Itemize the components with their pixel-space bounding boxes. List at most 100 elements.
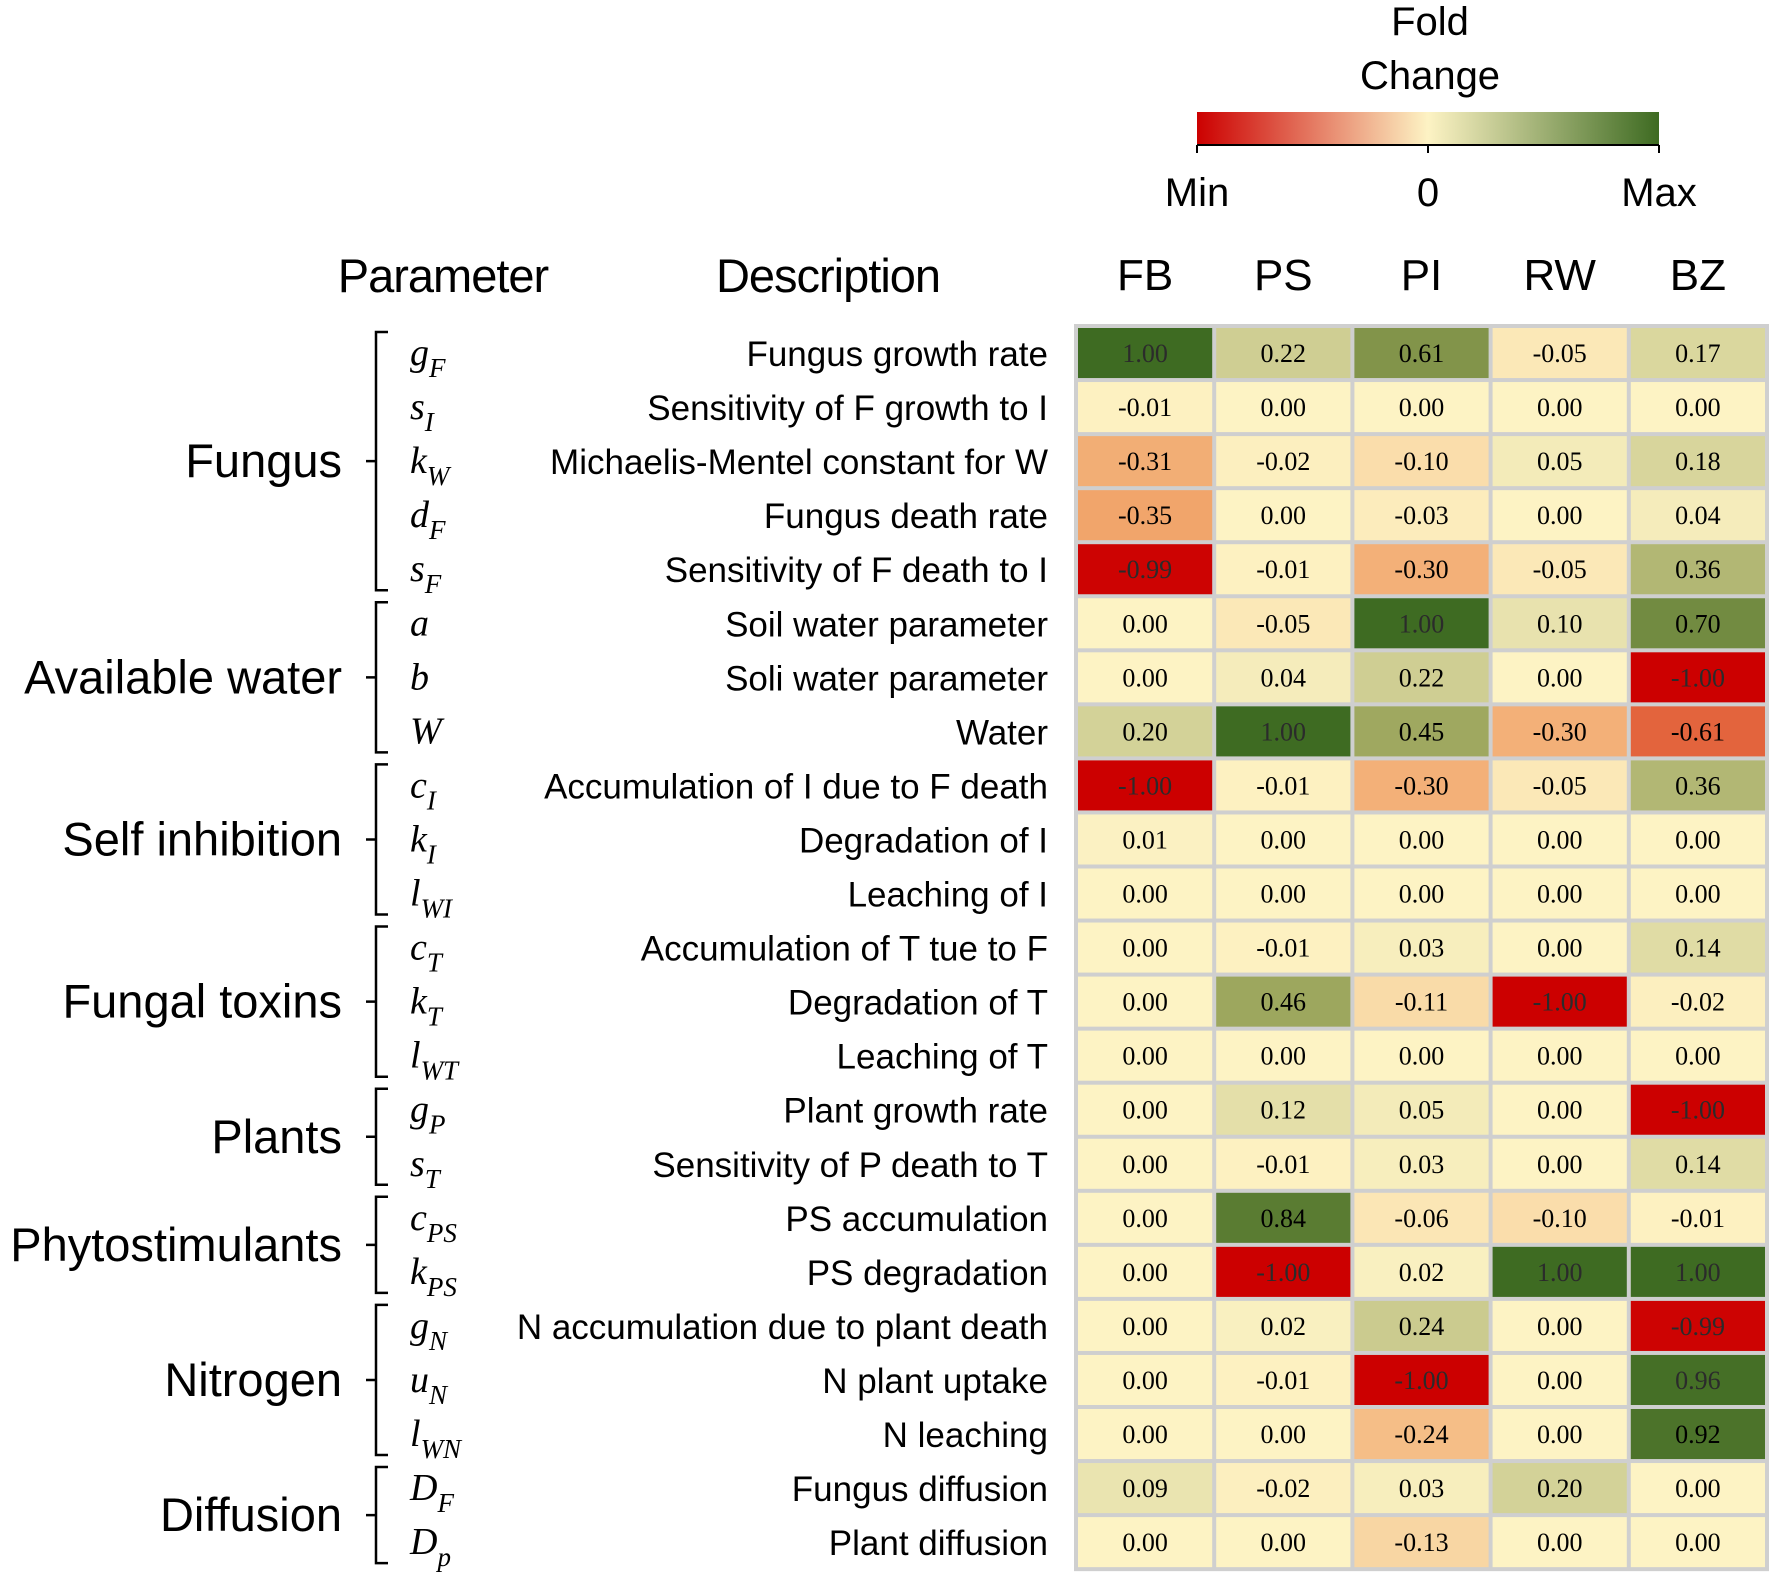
heatmap-cell [1078, 1409, 1213, 1460]
heatmap-cell [1078, 1084, 1213, 1135]
heatmap-cell [1216, 382, 1351, 433]
cell-value-label: 0.00 [1122, 1204, 1168, 1233]
parameter-header: Parameter [338, 249, 549, 302]
cell-value-label: -0.06 [1394, 1204, 1448, 1233]
heatmap-cell [1078, 706, 1213, 757]
row-parameter-symbol: kI [410, 818, 438, 869]
cell-value-label: 0.18 [1675, 447, 1721, 476]
parameter-base: c [410, 764, 427, 806]
row-description: PS degradation [807, 1254, 1048, 1293]
cell-value-label: 0.36 [1675, 771, 1721, 800]
row-description: Fungus growth rate [746, 335, 1048, 374]
heatmap-cell [1630, 382, 1765, 433]
group-label: Phytostimulants [10, 1218, 342, 1271]
cell-value-label: 0.00 [1675, 1474, 1721, 1503]
parameter-subscript: I [426, 839, 438, 869]
cell-value-label: 0.00 [1261, 501, 1307, 530]
cell-value-label: -0.01 [1256, 1150, 1310, 1179]
heatmap-cell [1216, 598, 1351, 649]
cell-value-label: 0.46 [1261, 988, 1307, 1017]
heatmap-cell [1492, 652, 1627, 703]
cell-value-label: 0.00 [1399, 1042, 1445, 1071]
cell-value-label: 0.12 [1261, 1096, 1307, 1125]
cell-value-label: 0.00 [1261, 1420, 1307, 1449]
heatmap-cell [1078, 1192, 1213, 1243]
cell-value-label: 0.00 [1122, 1150, 1168, 1179]
heatmap-cell [1354, 436, 1489, 487]
heatmap-cell [1354, 1300, 1489, 1351]
group-label: Self inhibition [62, 812, 342, 865]
cell-value-label: -0.01 [1118, 393, 1172, 422]
row-parameter-symbol: kT [410, 981, 444, 1032]
cell-value-label: -1.00 [1394, 1366, 1448, 1395]
cell-value-label: -0.02 [1256, 447, 1310, 476]
cell-value-label: -0.02 [1671, 988, 1725, 1017]
heatmap-cell [1492, 976, 1627, 1027]
row-description: Sensitivity of F death to I [665, 551, 1048, 590]
row-description: N leaching [883, 1416, 1048, 1455]
cell-value-label: -1.00 [1256, 1258, 1310, 1287]
heatmap-cell [1492, 1084, 1627, 1135]
heatmap-cell [1216, 1246, 1351, 1297]
cell-value-label: -0.99 [1118, 555, 1172, 584]
parameter-base: c [410, 927, 427, 969]
heatmap-cell [1078, 814, 1213, 865]
heatmap-cell [1630, 760, 1765, 811]
cell-value-label: 1.00 [1399, 609, 1445, 638]
cell-value-label: 0.00 [1537, 1042, 1583, 1071]
cell-value-label: 0.00 [1122, 880, 1168, 909]
heatmap-cell [1216, 652, 1351, 703]
cell-value-label: -0.13 [1394, 1528, 1448, 1557]
row-parameter-symbol: dF [410, 494, 446, 545]
heatmap-cell [1492, 1354, 1627, 1405]
cell-value-label: -0.11 [1395, 988, 1448, 1017]
parameter-base: k [410, 440, 428, 482]
heatmap-cell [1216, 1517, 1351, 1568]
parameter-subscript: PS [426, 1272, 457, 1302]
cell-value-label: 0.04 [1675, 501, 1721, 530]
cell-value-label: 0.14 [1675, 934, 1721, 963]
cell-value-label: 0.01 [1122, 825, 1168, 854]
cell-value-label: -1.00 [1118, 771, 1172, 800]
heatmap-cell [1216, 1300, 1351, 1351]
row-parameter-symbol: lWI [410, 873, 454, 924]
heatmap-cell [1354, 1084, 1489, 1135]
heatmap-cell [1078, 1246, 1213, 1297]
heatmap-cell [1354, 706, 1489, 757]
cell-value-label: 0.20 [1122, 717, 1168, 746]
heatmap-cell [1078, 328, 1213, 379]
cell-value-label: -0.05 [1533, 339, 1587, 368]
column-header-rw: RW [1523, 251, 1596, 300]
row-description: Leaching of T [837, 1038, 1048, 1077]
heatmap-cell [1492, 544, 1627, 595]
heatmap-cell [1630, 976, 1765, 1027]
cell-value-label: -0.10 [1394, 447, 1448, 476]
group-label: Diffusion [160, 1488, 342, 1541]
heatmap-cell [1216, 1409, 1351, 1460]
cell-value-label: 0.00 [1537, 663, 1583, 692]
heatmap-cell [1078, 1354, 1213, 1405]
cell-value-label: 0.17 [1675, 339, 1721, 368]
row-parameter-symbol: cT [410, 927, 444, 978]
cell-value-label: 0.00 [1537, 1150, 1583, 1179]
heatmap-cell [1492, 598, 1627, 649]
row-description: N accumulation due to plant death [517, 1308, 1048, 1347]
parameter-subscript: F [436, 1488, 454, 1518]
cell-value-label: -0.01 [1671, 1204, 1725, 1233]
row-parameter-symbol: a [410, 602, 429, 644]
cell-value-label: -0.24 [1394, 1420, 1448, 1449]
group-label: Fungus [185, 434, 342, 487]
description-header: Description [716, 249, 940, 302]
cell-value-label: 0.00 [1261, 1528, 1307, 1557]
group-bracket [366, 925, 388, 1078]
parameter-subscript: I [424, 407, 436, 437]
heatmap-cell [1354, 1192, 1489, 1243]
cell-value-label: 0.92 [1675, 1420, 1721, 1449]
cell-value-label: -0.30 [1394, 771, 1448, 800]
row-description: Plant diffusion [829, 1524, 1048, 1563]
parameter-subscript: F [428, 515, 446, 545]
heatmap-cell [1492, 1246, 1627, 1297]
heatmap-cell [1492, 760, 1627, 811]
row-parameter-symbol: lWN [410, 1413, 463, 1464]
